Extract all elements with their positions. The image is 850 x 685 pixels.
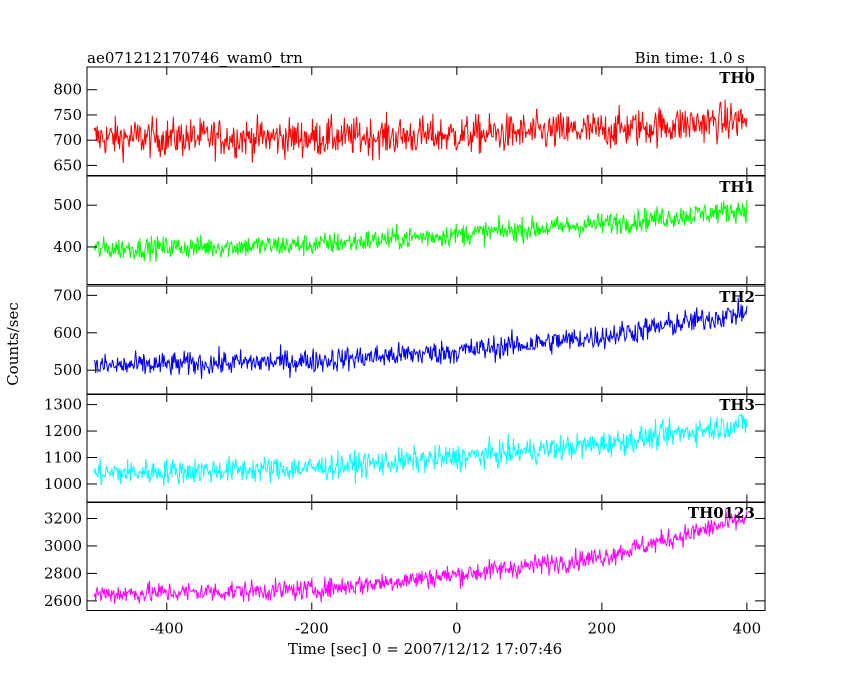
panel-frame-th1 xyxy=(86,175,766,285)
x-axis-label: Time [sec] 0 = 2007/12/12 17:07:46 xyxy=(288,640,562,658)
series-line-th2 xyxy=(93,297,748,380)
panel-label-th2: TH2 xyxy=(719,288,755,306)
panel-label-th3: TH3 xyxy=(719,396,755,414)
bin-time-label: Bin time: 1.0 s xyxy=(635,49,745,67)
panel-label-th0: TH0 xyxy=(719,69,755,87)
y-tick-label-th0123-3000: 3000 xyxy=(44,537,82,555)
x-tick-label--200: -200 xyxy=(295,620,329,638)
panel-label-th1: TH1 xyxy=(719,178,755,196)
y-tick-label-th0-750: 750 xyxy=(53,106,82,124)
y-tick-label-th2-700: 700 xyxy=(53,286,82,304)
y-tick-label-th2-600: 600 xyxy=(53,324,82,342)
panel-th1: 400 500 TH1 xyxy=(53,175,766,285)
y-tick-label-th0-800: 800 xyxy=(53,81,82,99)
panel-th0: 650 700 750 800 TH0 xyxy=(53,66,766,176)
y-tick-label-th0123-2800: 2800 xyxy=(44,564,82,582)
series-line-th1 xyxy=(93,199,748,263)
y-tick-label-th1-500: 500 xyxy=(53,196,82,214)
y-tick-label-th2-500: 500 xyxy=(53,361,82,379)
y-tick-label-th3-1300: 1300 xyxy=(44,396,82,414)
y-tick-label-th0-700: 700 xyxy=(53,131,82,149)
panels-layer: 650 700 750 800 TH0 400 500 TH1 500 600 700 TH2 1000… xyxy=(44,66,766,638)
y-tick-label-th1-400: 400 xyxy=(53,238,82,256)
y-tick-label-th3-1000: 1000 xyxy=(44,475,82,493)
series-line-th0 xyxy=(93,99,748,163)
x-tick-label-400: 400 xyxy=(733,620,762,638)
series-line-th3 xyxy=(93,413,748,486)
panel-frame-th3 xyxy=(86,393,766,503)
panel-frame-th0123 xyxy=(86,501,766,611)
y-axis-label: Counts/sec xyxy=(4,302,22,386)
panel-th0123: 2600 2800 3000 3200 TH0123 xyxy=(44,501,766,611)
x-tick-label-0: 0 xyxy=(452,620,462,638)
chart-title: ae071212170746_wam0_trn xyxy=(87,49,303,67)
x-tick-label--400: -400 xyxy=(150,620,184,638)
series-line-th0123 xyxy=(93,509,748,604)
y-tick-label-th0123-2600: 2600 xyxy=(44,592,82,610)
y-tick-label-th3-1200: 1200 xyxy=(44,422,82,440)
x-tick-label-200: 200 xyxy=(588,620,617,638)
y-tick-label-th0-650: 650 xyxy=(53,156,82,174)
panel-th3: 1000 1100 1200 1300 TH3 xyxy=(44,393,766,503)
y-tick-label-th0123-3200: 3200 xyxy=(44,509,82,527)
panel-label-th0123: TH0123 xyxy=(688,504,755,522)
panel-th2: 500 600 700 TH2 xyxy=(53,285,766,395)
y-tick-label-th3-1100: 1100 xyxy=(44,449,82,467)
panel-frame-th2 xyxy=(86,285,766,395)
